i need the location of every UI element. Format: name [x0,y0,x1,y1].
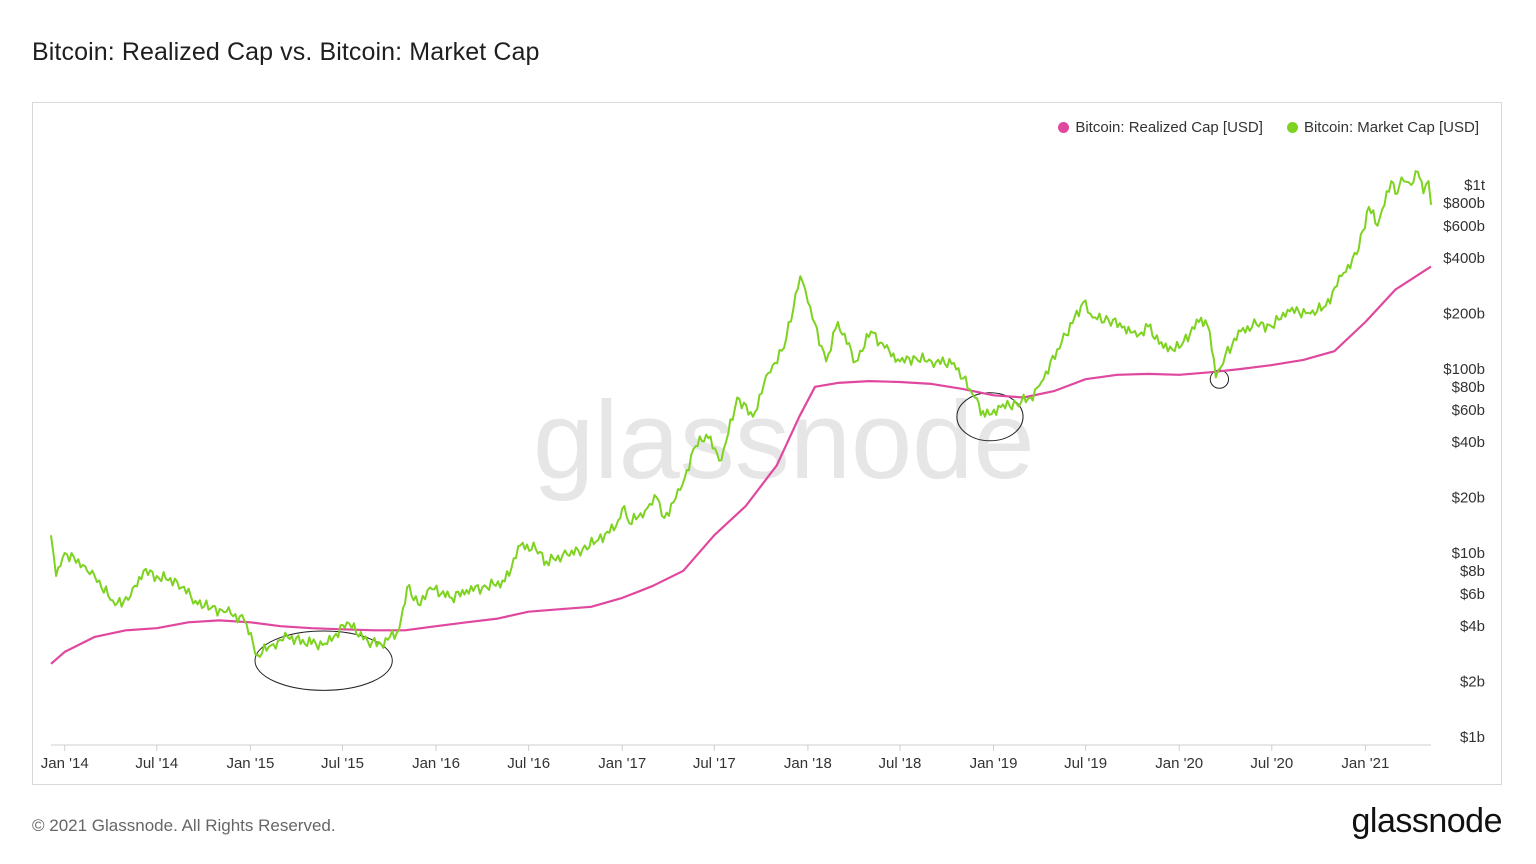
glassnode-logo[interactable]: glassnode [1351,802,1502,840]
y-tick-label: $40b [1452,434,1485,451]
y-tick-label: $800b [1443,195,1485,212]
x-tick-label: Jul '18 [879,755,922,772]
y-tick-label: $100b [1443,361,1485,378]
y-tick-label: $400b [1443,250,1485,267]
y-tick-label: $1t [1464,177,1486,194]
y-tick-label: $2b [1460,674,1485,691]
annotation-ellipse [254,630,393,691]
x-tick-label: Jan '16 [412,755,460,772]
y-tick-label: $8b [1460,563,1485,580]
y-tick-label: $60b [1452,402,1485,419]
x-tick-label: Jan '19 [970,755,1018,772]
copyright-text: © 2021 Glassnode. All Rights Reserved. [32,816,336,835]
legend-dot-market-cap [1286,122,1298,133]
realized-cap-line [50,265,1432,665]
x-tick-label: Jul '17 [693,755,736,772]
y-tick-label: $10b [1452,545,1485,562]
page-title: Bitcoin: Realized Cap vs. Bitcoin: Marke… [32,38,540,66]
x-tick-label: Jan '21 [1341,755,1389,772]
y-tick-label: $600b [1443,218,1485,235]
x-tick-label: Jul '16 [507,755,550,772]
legend-item-realized-cap[interactable]: Bitcoin: Realized Cap [USD] [1058,119,1263,136]
y-tick-label: $200b [1443,306,1485,323]
y-tick-label: $20b [1452,490,1485,507]
x-tick-label: Jan '20 [1155,755,1203,772]
chart-svg: glassnode $1t$800b$600b$400b$200b$100b$8… [41,170,1486,772]
y-axis: $1t$800b $600b $400b $200b $100b$80b $60b $40b… [1443,177,1486,746]
x-tick-label: Jul '20 [1250,755,1293,772]
y-tick-label: $6b [1460,586,1485,603]
annotation-ellipse [956,392,1024,442]
legend-label-realized-cap: Bitcoin: Realized Cap [USD] [1075,119,1263,136]
x-axis: Jan '14 Jul '14 Jan '15 Jul '15 Jan '16 Jul '… [41,744,1431,772]
legend-label-market-cap: Bitcoin: Market Cap [USD] [1303,119,1479,136]
watermark: glassnode [533,379,1035,502]
x-tick-label: Jul '15 [321,755,364,772]
y-tick-label: $4b [1460,618,1485,635]
legend: Bitcoin: Realized Cap [USD] Bitcoin: Mar… [1058,119,1479,136]
annotation-layer [254,369,1230,691]
x-tick-label: Jul '19 [1064,755,1107,772]
x-tick-label: Jan '14 [41,755,89,772]
chart-panel: glassnode $1t $800b $600b $400b $200b $100b $8… [32,102,1502,785]
x-tick-label: Jan '17 [598,755,646,772]
legend-item-market-cap[interactable]: Bitcoin: Market Cap [USD] [1286,119,1479,136]
y-tick-label: $1b [1460,729,1485,746]
legend-dot-realized-cap [1058,122,1070,133]
x-tick-label: Jan '18 [784,755,832,772]
x-tick-label: Jan '15 [226,755,274,772]
series-layer [50,170,1432,665]
x-tick-label: Jul '14 [135,755,178,772]
market-cap-line [50,170,1432,658]
y-tick-label: $80b [1452,379,1485,396]
